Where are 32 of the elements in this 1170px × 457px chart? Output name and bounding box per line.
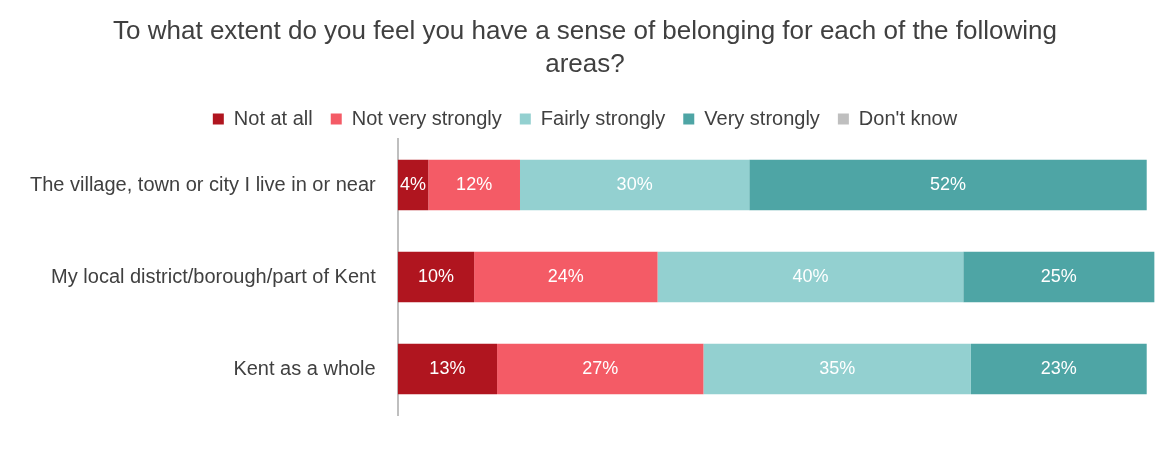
y-tick-label: My local district/borough/part of Kent: [51, 264, 377, 287]
data-label: 10%: [417, 265, 454, 286]
data-label: 4%: [399, 173, 426, 194]
legend-label: Fairly strongly: [540, 106, 666, 129]
y-tick-label: Kent as a whole: [233, 356, 376, 379]
data-label: 52%: [929, 173, 967, 194]
bar: [970, 343, 1147, 395]
data-label: 13%: [429, 357, 466, 378]
chart-title: To what extent do you feel you have a sense of belonging for each of the following areas?: [113, 15, 1057, 78]
data-label: 25%: [1040, 265, 1077, 286]
data-label: 40%: [792, 265, 829, 286]
bar: [497, 343, 704, 395]
y-tick-label: The village, town or city I live in or near: [30, 172, 377, 195]
data-label: 35%: [819, 357, 856, 378]
bar: [397, 343, 498, 395]
legend-label: Don't know: [858, 106, 958, 129]
bar: [519, 159, 750, 211]
legend-label: Very strongly: [704, 106, 820, 129]
bar: [474, 251, 658, 303]
bar: [397, 251, 475, 303]
data-label: 27%: [582, 357, 619, 378]
data-label: 23%: [1040, 357, 1077, 378]
data-label: 24%: [547, 265, 584, 286]
bar: [749, 159, 1147, 211]
bar: [657, 251, 964, 303]
data-label: 12%: [456, 173, 493, 194]
bar: [963, 251, 1155, 303]
legend-label: Not at all: [233, 106, 313, 129]
bar: [428, 159, 520, 211]
bar: [703, 343, 971, 395]
data-label: 30%: [616, 173, 653, 194]
legend-label: Not very strongly: [351, 106, 502, 129]
